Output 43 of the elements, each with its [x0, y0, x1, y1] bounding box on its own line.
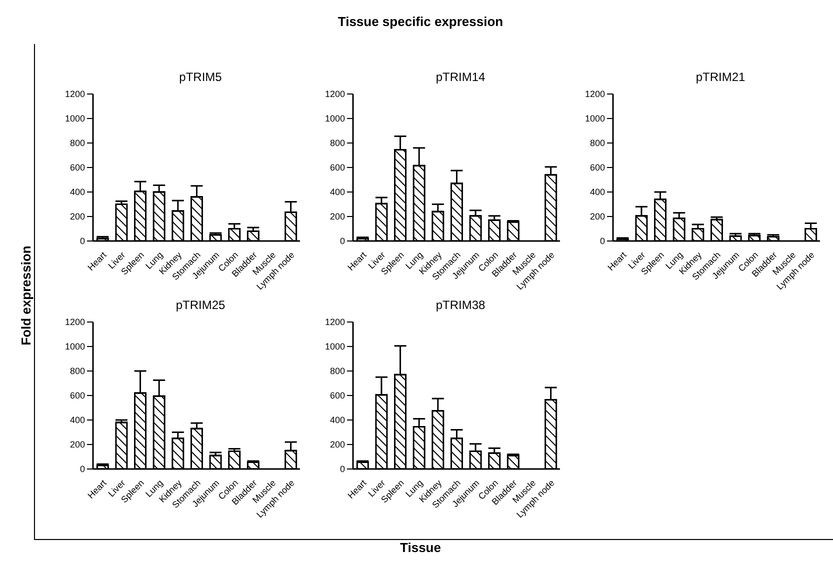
- y-tick-label: 1000: [584, 114, 605, 124]
- y-tick-label: 0: [600, 236, 605, 246]
- y-tick-label: 800: [330, 366, 345, 376]
- y-tick-label: 400: [330, 415, 345, 426]
- y-tick-label: 0: [340, 464, 345, 474]
- y-tick-label: 1200: [64, 317, 85, 328]
- y-tick-label: 600: [330, 162, 345, 173]
- y-tick-label: 1200: [324, 317, 345, 328]
- y-tick-label: 200: [70, 440, 85, 450]
- y-tick-label: 800: [70, 138, 85, 148]
- y-tick-label: 800: [70, 366, 85, 376]
- y-tick-label: 200: [70, 212, 85, 222]
- chart-title: pTRIM14: [434, 70, 486, 86]
- text: Tissue specific expression: [336, 14, 504, 29]
- y-tick-label: 800: [330, 138, 345, 148]
- text: Tissue: [399, 540, 442, 555]
- y-tick-label: 0: [80, 236, 85, 246]
- text: Fold expression: [18, 244, 34, 348]
- y-tick-label: 600: [330, 390, 345, 401]
- chart-title: pTRIM25: [174, 298, 226, 314]
- y-tick-label: 200: [590, 212, 605, 222]
- y-tick-label: 800: [590, 138, 605, 148]
- y-tick-label: 1200: [64, 89, 85, 100]
- y-tick-label: 400: [70, 415, 85, 426]
- chart-title: pTRIM38: [434, 298, 486, 314]
- y-tick-label: 1000: [324, 114, 345, 124]
- y-tick-label: 1200: [324, 89, 345, 100]
- y-tick-label: 1000: [64, 114, 85, 124]
- y-tick-label: 1000: [64, 342, 85, 352]
- y-tick-label: 200: [330, 212, 345, 222]
- y-tick-label: 600: [70, 390, 85, 401]
- chart-title: pTRIM5: [178, 70, 223, 86]
- y-tick-label: 400: [330, 187, 345, 198]
- y-tick-label: 400: [590, 187, 605, 198]
- y-tick-label: 400: [70, 187, 85, 198]
- y-tick-label: 600: [70, 162, 85, 173]
- y-tick-label: 200: [330, 440, 345, 450]
- y-tick-label: 600: [590, 162, 605, 173]
- y-tick-label: 0: [340, 236, 345, 246]
- chart-title: pTRIM21: [694, 70, 746, 86]
- y-tick-label: 1000: [324, 342, 345, 352]
- y-tick-label: 1200: [584, 89, 605, 100]
- y-tick-label: 0: [80, 464, 85, 474]
